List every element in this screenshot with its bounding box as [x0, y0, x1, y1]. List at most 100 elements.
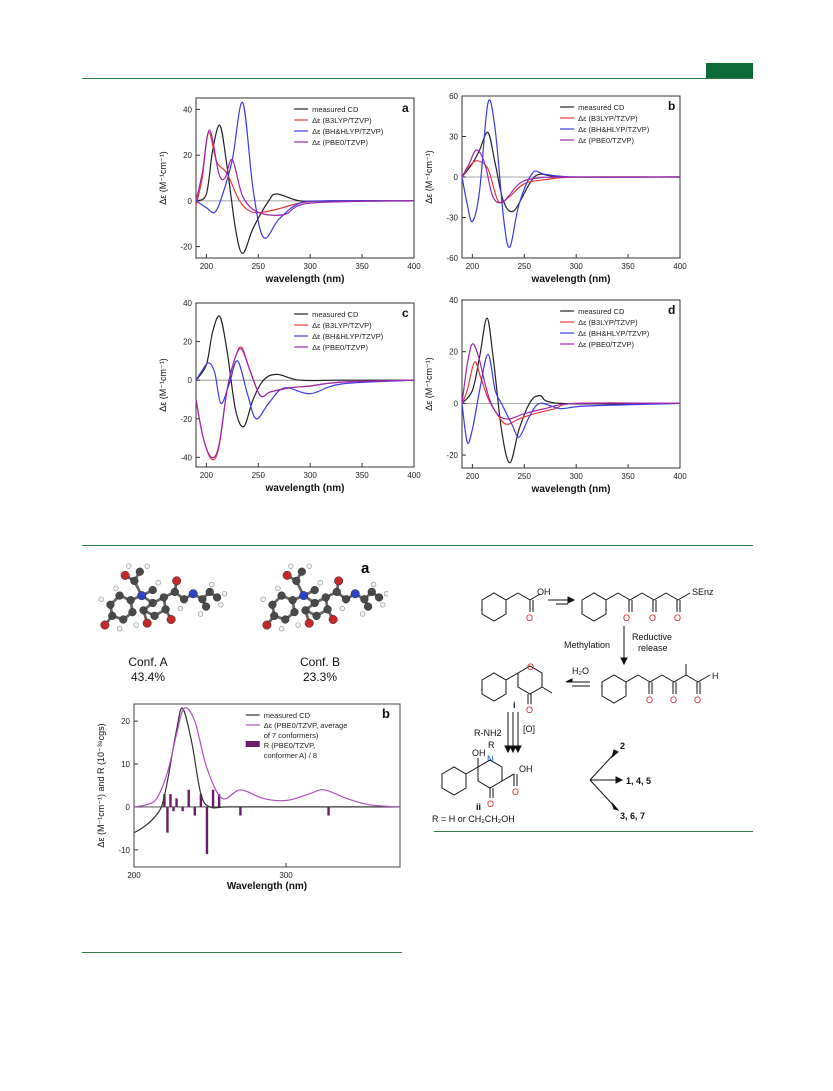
- acid-oh: OH: [537, 587, 551, 597]
- outcome-1: 2: [620, 741, 625, 751]
- y-tick-label: 0: [454, 399, 459, 408]
- panel-letter: c: [402, 306, 409, 320]
- conf-b-pct: 23.3%: [302, 670, 338, 684]
- x-tick-label: 300: [304, 471, 318, 480]
- y-axis-label: Δε (M⁻¹cm⁻¹): [424, 150, 434, 204]
- legend-entry: measured CD: [312, 105, 359, 114]
- x-axis-label: wavelength (nm): [531, 484, 611, 495]
- y-tick-label: 0: [454, 173, 459, 182]
- series-line-4: [195, 348, 415, 459]
- legend-entry: Δε (B3LYP/TZVP): [312, 116, 372, 125]
- series-line-2: [133, 707, 401, 808]
- series-line-4: [461, 149, 681, 204]
- series-line-3: [195, 101, 415, 239]
- rotatory-strength-bar: [193, 806, 196, 816]
- legend-entry: measured CD: [312, 310, 359, 319]
- legend-entry: conformer A) / 8: [264, 751, 317, 760]
- aldehyde-h: H: [712, 671, 719, 681]
- legend-entry: R (PBE0/TZVP,: [264, 741, 316, 750]
- biosynthesis-scheme: OH SEnz Methylation Reductive release H₂…: [432, 587, 719, 824]
- panel-letter: b: [668, 99, 675, 113]
- legend-entry: Δε (B3LYP/TZVP): [578, 114, 638, 123]
- x-axis-label: Wavelength (nm): [227, 881, 307, 892]
- conf-a-pct: 43.4%: [130, 670, 166, 684]
- x-tick-label: 400: [673, 472, 687, 481]
- conformer-a-model: [98, 563, 228, 632]
- x-tick-label: 250: [252, 471, 266, 480]
- x-tick-label: 400: [673, 262, 687, 271]
- series-line-1: [195, 124, 414, 255]
- plot-frame: [195, 97, 415, 259]
- panel-letter-a: a: [361, 560, 370, 577]
- rotatory-strength-bar: [181, 806, 184, 812]
- svg-text:O: O: [649, 613, 656, 623]
- y-tick-label: -20: [446, 451, 458, 460]
- step-ii: ii: [476, 802, 481, 812]
- x-tick-label: 350: [621, 262, 635, 271]
- legend-entry: Δε (B3LYP/TZVP): [578, 318, 638, 327]
- y-tick-label: 20: [449, 348, 458, 357]
- series-line-1: [195, 315, 414, 428]
- x-tick-label: 300: [304, 262, 318, 271]
- legend-entry: Δε (PBE0/TZVP): [312, 138, 368, 147]
- step-i: i: [513, 700, 516, 710]
- x-tick-label: 400: [407, 262, 421, 271]
- series-line-4: [461, 343, 681, 420]
- x-tick-label: 300: [570, 472, 584, 481]
- y-axis-label: Δε (M⁻¹cm⁻¹): [158, 358, 168, 412]
- series-line-3: [195, 360, 415, 420]
- svg-text:O: O: [646, 695, 653, 705]
- y-axis-label: Δε (M⁻¹cm⁻¹): [424, 357, 434, 411]
- svg-text:O: O: [526, 705, 533, 715]
- senz-label: SEnz: [692, 587, 714, 597]
- methylation-label: Methylation: [564, 640, 610, 650]
- x-tick-label: 200: [466, 472, 480, 481]
- panel-letter: a: [402, 101, 409, 115]
- y-tick-label: 40: [183, 299, 192, 308]
- rnh2-label: R-NH2: [474, 728, 502, 738]
- x-tick-label: 200: [200, 471, 214, 480]
- header-rule: [82, 78, 753, 79]
- series-line-1: [461, 317, 681, 464]
- rotatory-strength-bar: [175, 798, 178, 807]
- legend-entry: Δε (BH&HLYP/TZVP): [312, 332, 384, 341]
- oxidation-label: [O]: [523, 724, 535, 734]
- figure-bottom-rule: [82, 952, 402, 953]
- conformer-b-model: [260, 563, 388, 632]
- x-tick-label: 400: [407, 471, 421, 480]
- series-line-1: [461, 131, 681, 213]
- x-axis-label: wavelength (nm): [531, 274, 611, 285]
- rotatory-strength-bar: [163, 794, 166, 807]
- legend-entry: measured CD: [264, 711, 311, 720]
- h2o-label: H₂O: [572, 666, 589, 676]
- y-tick-label: 20: [183, 151, 192, 160]
- series-line-2: [461, 160, 681, 204]
- legend-entry: Δε (BH&HLYP/TZVP): [578, 125, 650, 134]
- x-tick-label: 300: [279, 871, 293, 880]
- plot-frame: [133, 703, 401, 868]
- y-tick-label: -30: [446, 214, 458, 223]
- plot-frame: [195, 302, 415, 468]
- svg-text:O: O: [674, 613, 681, 623]
- panel-letter: b: [382, 706, 390, 721]
- conformer-panel-letter: a: [361, 560, 370, 577]
- conf-a-label: Conf. A 43.4%: [108, 655, 188, 685]
- legend-entry: measured CD: [578, 103, 625, 112]
- series-line-4: [195, 129, 415, 216]
- y-tick-label: -20: [180, 415, 192, 424]
- x-tick-label: 250: [518, 262, 532, 271]
- legend-swatch: [245, 741, 260, 747]
- legend-entry: measured CD: [578, 307, 625, 316]
- y-tick-label: 40: [183, 105, 192, 114]
- conf-b-label: Conf. B 23.3%: [280, 655, 360, 685]
- x-tick-label: 200: [200, 262, 214, 271]
- conf-b-name: Conf. B: [299, 655, 341, 669]
- reductive-label-2: release: [638, 643, 668, 653]
- x-axis-label: wavelength (nm): [265, 483, 345, 494]
- x-tick-label: 200: [127, 871, 141, 880]
- svg-text:OH: OH: [519, 764, 533, 774]
- y-tick-label: 20: [121, 717, 130, 726]
